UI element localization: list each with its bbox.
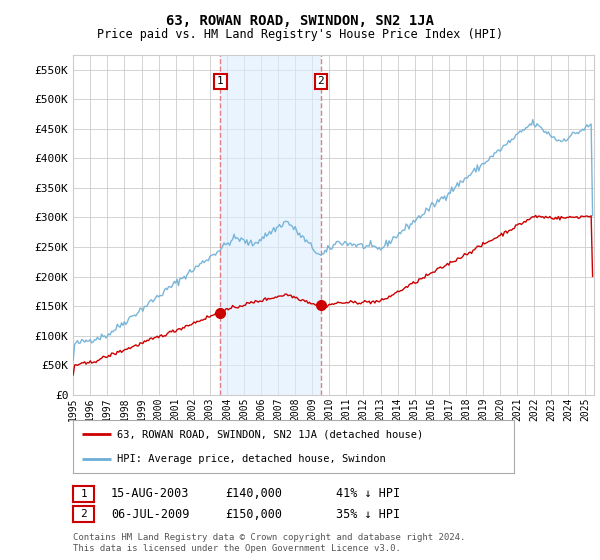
Text: Contains HM Land Registry data © Crown copyright and database right 2024.
This d: Contains HM Land Registry data © Crown c… bbox=[73, 533, 466, 553]
Text: 15-AUG-2003: 15-AUG-2003 bbox=[111, 487, 190, 501]
Text: HPI: Average price, detached house, Swindon: HPI: Average price, detached house, Swin… bbox=[118, 454, 386, 464]
Text: 2: 2 bbox=[80, 509, 87, 519]
Text: 41% ↓ HPI: 41% ↓ HPI bbox=[336, 487, 400, 501]
Bar bbox=[220, 55, 321, 395]
Text: 06-JUL-2009: 06-JUL-2009 bbox=[111, 507, 190, 521]
Text: 35% ↓ HPI: 35% ↓ HPI bbox=[336, 507, 400, 521]
Text: £140,000: £140,000 bbox=[225, 487, 282, 501]
Text: 1: 1 bbox=[217, 77, 224, 86]
Text: 1: 1 bbox=[80, 489, 87, 499]
Text: 63, ROWAN ROAD, SWINDON, SN2 1JA: 63, ROWAN ROAD, SWINDON, SN2 1JA bbox=[166, 14, 434, 28]
Text: 63, ROWAN ROAD, SWINDON, SN2 1JA (detached house): 63, ROWAN ROAD, SWINDON, SN2 1JA (detach… bbox=[118, 430, 424, 440]
Text: 2: 2 bbox=[317, 77, 325, 86]
Text: Price paid vs. HM Land Registry's House Price Index (HPI): Price paid vs. HM Land Registry's House … bbox=[97, 28, 503, 41]
Text: £150,000: £150,000 bbox=[225, 507, 282, 521]
